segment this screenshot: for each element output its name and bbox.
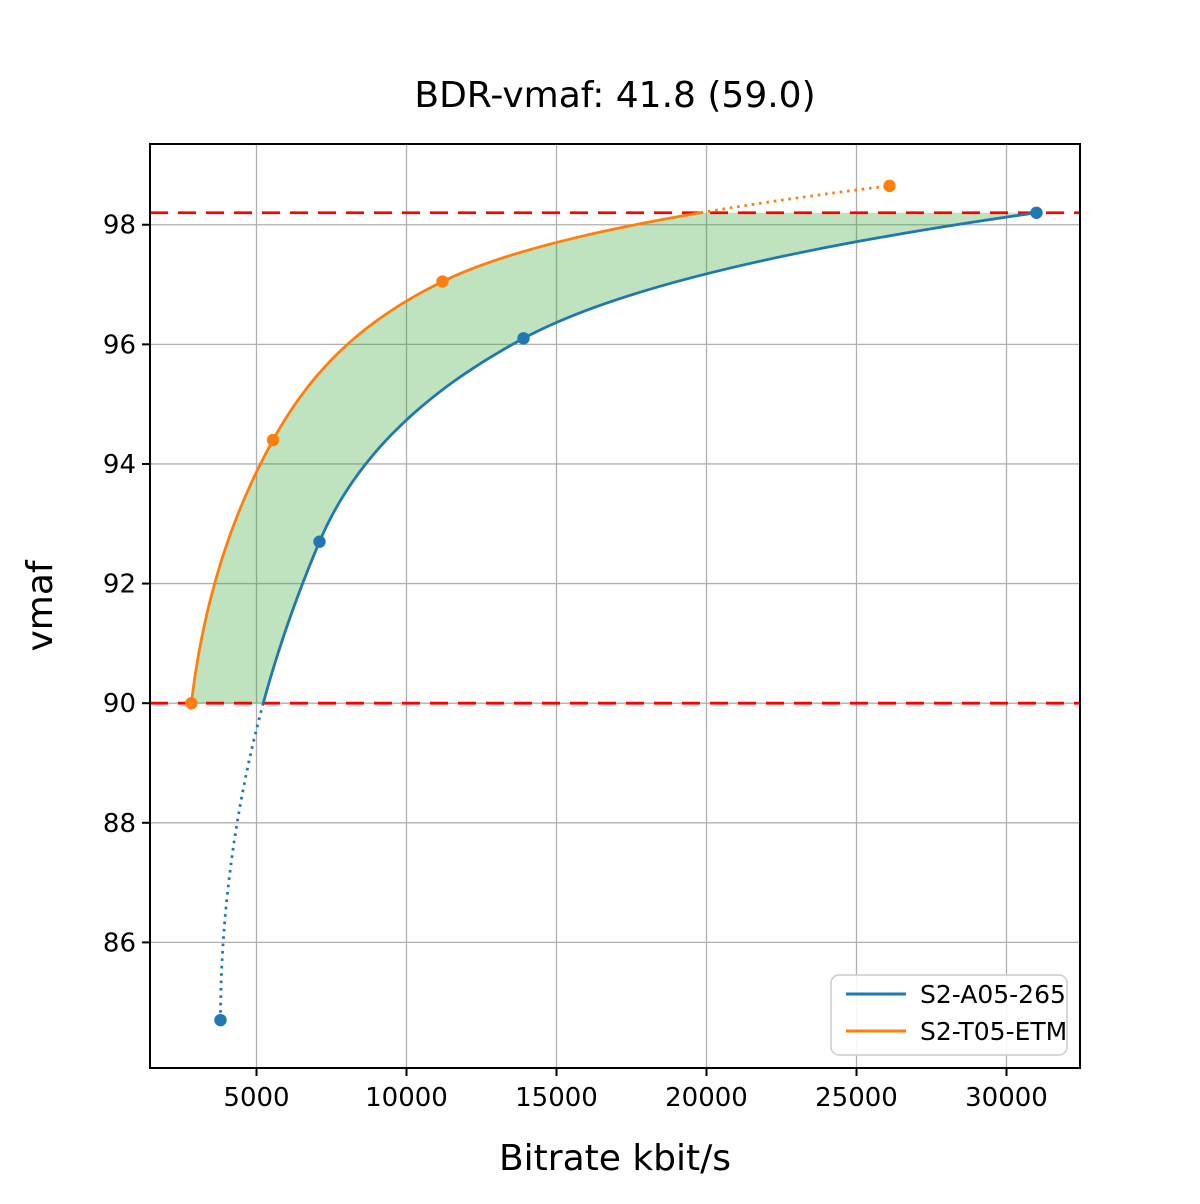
data-point-marker [214, 1013, 227, 1027]
x-axis-label: Bitrate kbit/s [499, 1138, 731, 1179]
x-tick-label: 30000 [965, 1083, 1048, 1113]
data-point-marker [313, 535, 326, 548]
y-tick-label: 94 [103, 450, 136, 480]
y-axis-label: vmaf [20, 559, 61, 651]
series-curve-dotted [219, 702, 265, 1021]
x-tick-label: 20000 [665, 1083, 748, 1113]
y-tick-label: 90 [103, 689, 136, 719]
x-tick-label: 5000 [223, 1083, 289, 1113]
y-axis-ticks: 86 88 90 92 94 96 98 [103, 211, 150, 958]
legend: S2-A05-265 S2-T05-ETM [830, 974, 1068, 1056]
data-point-marker [517, 332, 530, 345]
x-tick-label: 15000 [515, 1083, 598, 1113]
chart-title: BDR-vmaf: 41.8 (59.0) [414, 75, 815, 116]
data-point-marker [883, 179, 896, 193]
series-curve-solid [261, 211, 1038, 705]
bd-area-fill [191, 212, 1037, 704]
legend-label-series-1: S2-T05-ETM [920, 1017, 1067, 1046]
data-point-marker [436, 275, 449, 288]
gridlines [150, 144, 1080, 1068]
series-markers [185, 179, 1043, 1027]
data-point-marker [1030, 206, 1043, 219]
plot-border [149, 143, 1081, 1069]
series-curve-dotted [700, 184, 890, 215]
data-point-marker [266, 433, 280, 447]
series-curve-solid [190, 211, 702, 705]
y-tick-label: 92 [103, 570, 136, 600]
data-point-marker [185, 696, 198, 710]
y-tick-label: 88 [103, 809, 136, 839]
x-axis-ticks: 5000 10000 15000 20000 25000 30000 [223, 1068, 1048, 1113]
x-tick-label: 25000 [815, 1083, 898, 1113]
y-tick-label: 96 [103, 330, 136, 360]
y-tick-label: 98 [103, 211, 136, 241]
legend-label-series-0: S2-A05-265 [920, 980, 1066, 1009]
x-tick-label: 10000 [365, 1083, 448, 1113]
y-tick-label: 86 [103, 928, 136, 958]
series-lines [190, 184, 1038, 1021]
reference-lines [150, 211, 1080, 705]
shaded-region [191, 212, 1037, 704]
